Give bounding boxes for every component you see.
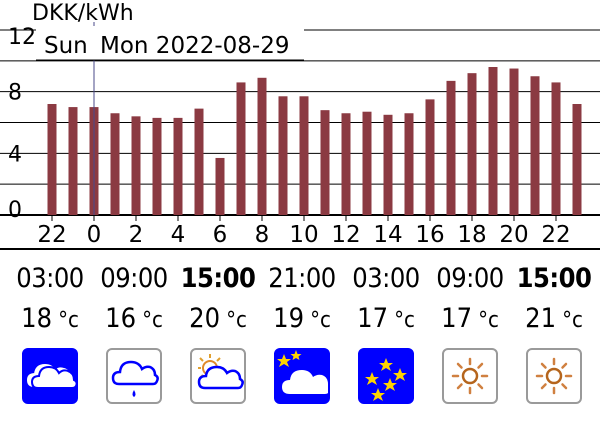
forecast-item: 03:00 18 °c [8,262,92,404]
forecast-temp: 16 °c [92,302,176,338]
y-tick-label: 0 [8,198,22,223]
price-bar [110,113,120,215]
forecast-temp-unit: °c [310,308,331,333]
forecast-temp-unit: °c [226,308,247,333]
price-bar [572,104,582,215]
price-bar [530,76,540,215]
forecast-item: 21:00 19 °c [260,262,344,404]
x-tick-label: 10 [289,222,318,248]
price-bar [320,110,330,215]
x-tick-label: 2 [129,222,144,248]
price-bar [425,99,435,215]
x-tick-label: 4 [171,222,186,248]
date-label-box [36,26,304,60]
rain-cloud-icon [106,348,162,404]
sun-icon [526,348,582,404]
price-bar [194,108,204,215]
forecast-temp-value: 18 [21,303,53,334]
price-bar [278,96,288,215]
price-bar [68,107,78,215]
price-bar [341,113,351,215]
forecast-item: 03:00 17 °c [344,262,428,404]
price-bar [131,116,141,215]
forecast-temp-unit: °c [394,308,415,333]
price-bar [362,111,372,215]
forecast-temp-value: 16 [105,303,137,334]
y-tick-label: 8 [8,81,22,106]
price-bar [551,82,561,216]
x-tick-label: 18 [457,222,486,248]
price-bar [383,114,393,215]
x-tick-label: 22 [541,222,570,248]
forecast-time: 09:00 [100,263,168,294]
price-bar [257,77,267,216]
x-tick-label: 22 [37,222,66,248]
x-axis-ticks: 22 0 2 4 6 8 10 12 14 16 18 20 22 [37,215,571,248]
weather-forecast: 03:00 18 °c 09:00 16 °c 15:00 20 °c 21:00 19 °c 03:0… [0,262,600,442]
price-bar [509,68,519,216]
x-tick-label: 8 [255,222,270,248]
x-tick-label: 0 [87,222,102,248]
cloud-icon [22,348,78,404]
y-axis-ticks: 0 4 8 12 [8,25,36,223]
forecast-temp: 21 °c [512,302,596,338]
forecast-temp: 17 °c [344,302,428,338]
forecast-temp-value: 20 [189,303,221,334]
forecast-time: 09:00 [436,263,504,294]
forecast-temp: 17 °c [428,302,512,338]
x-tick-label: 16 [415,222,444,248]
forecast-time: 21:00 [268,263,336,294]
price-bar [47,104,57,215]
sun-icon [442,348,498,404]
y-tick-label: 12 [8,25,36,50]
forecast-item: 15:00 21 °c [512,262,596,404]
forecast-temp-value: 21 [525,303,557,334]
price-bar [215,157,225,215]
forecast-temp-unit: °c [478,308,499,333]
forecast-temp-unit: °c [58,308,79,333]
x-tick-label: 14 [373,222,402,248]
price-bar [446,80,456,215]
x-tick-label: 6 [213,222,228,248]
forecast-item: 15:00 20 °c [176,262,260,404]
forecast-temp: 20 °c [176,302,260,338]
day-label: Sun [44,33,88,59]
forecast-temp: 18 °c [8,302,92,338]
y-tick-label: 4 [8,142,22,167]
price-bar [488,67,498,215]
price-bar [152,117,162,215]
price-bar [236,82,246,216]
forecast-time: 15:00 [180,263,256,294]
forecast-temp-unit: °c [142,308,163,333]
forecast-item: 09:00 16 °c [92,262,176,404]
cloudy-night-icon [274,348,330,404]
forecast-temp-value: 19 [273,303,305,334]
forecast-time: 03:00 [16,263,84,294]
chart-bars [47,67,582,216]
forecast-temp-value: 17 [441,303,473,334]
forecast-temp-unit: °c [562,308,583,333]
unit-label: DKK/kWh [32,1,134,26]
partly-sunny-icon [190,348,246,404]
price-bar [173,117,183,215]
forecast-temp: 19 °c [260,302,344,338]
forecast-temp-value: 17 [357,303,389,334]
forecast-time: 15:00 [516,263,592,294]
price-bar [404,113,414,215]
price-bar [299,96,309,215]
forecast-time: 03:00 [352,263,420,294]
forecast-item: 09:00 17 °c [428,262,512,404]
date-label: Mon 2022-08-29 [100,33,289,59]
x-tick-label: 12 [331,222,360,248]
price-bar [467,73,477,216]
clear-night-icon [358,348,414,404]
x-tick-label: 20 [499,222,528,248]
